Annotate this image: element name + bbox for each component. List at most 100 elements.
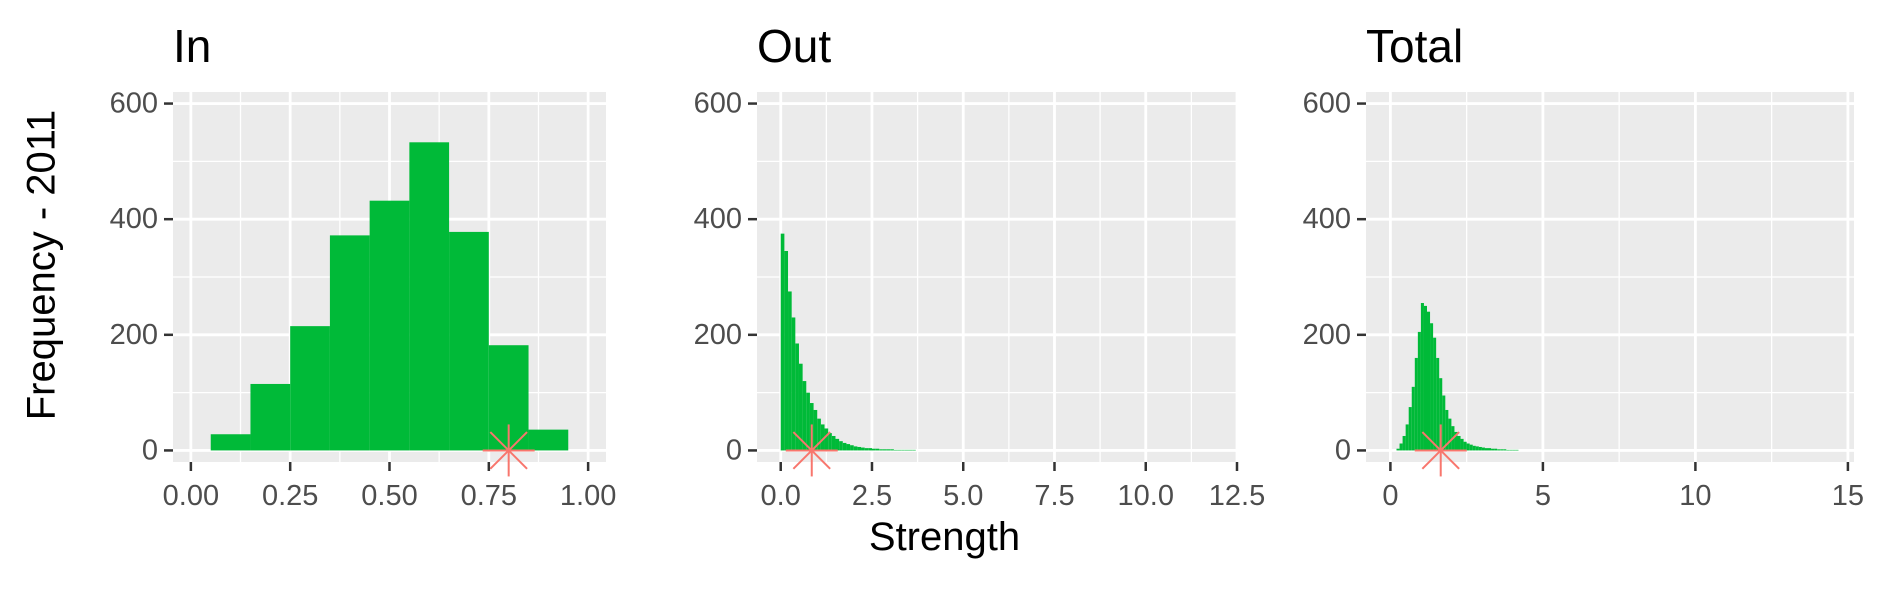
histogram-bar [1408,407,1412,451]
y-tick-label: 200 [1303,319,1351,351]
x-tick-label: 5 [1535,480,1551,512]
y-tick-label: 0 [1335,434,1351,466]
histogram-bar [1411,386,1415,451]
histogram-bar [1396,448,1400,451]
histogram-bar [882,449,887,451]
x-tick-label: 0.75 [461,480,517,512]
x-tick-label: 15 [1832,480,1864,512]
histogram-bar [879,449,883,451]
histogram-bar [250,383,291,451]
histogram-bar [908,449,913,451]
histogram-bar [853,446,858,451]
panel-in: In 0 200 400 600 0.00 0.25 0.50 0.75 1.00 [110,20,617,512]
histogram-bar [897,449,902,451]
histogram-bar [806,392,810,451]
histogram-bar [904,449,909,451]
histogram-bar [210,434,251,451]
histogram-bar [850,445,854,451]
y-tick-label: 400 [1303,203,1351,235]
asterisk-marker [1421,431,1460,470]
histogram-bar [1460,438,1464,451]
y-tick-label: 400 [110,203,158,235]
histogram-bar [1436,357,1440,451]
histogram-bar [1402,435,1406,451]
histogram-bar [857,446,862,451]
histogram-bar [1500,449,1504,451]
histogram-bar [1417,331,1421,451]
panel-title: Out [757,20,831,72]
histogram-bar [1399,443,1403,451]
x-tick-label: 1.00 [560,480,616,512]
histogram-bar [861,447,865,451]
x-tick-label: 0.50 [361,480,417,512]
histogram-bar [1430,323,1434,451]
histogram-bar [1423,305,1427,451]
histogram-bar [1454,431,1458,451]
histogram-bar [329,235,370,451]
histogram-bar [1509,449,1513,451]
histogram-bar [1488,448,1492,451]
histogram-bar [824,428,829,451]
histogram-bar [780,233,785,451]
y-axis-label: Frequency - 2011 [19,109,64,421]
histogram-bar [890,449,894,451]
histogram-bar [1427,311,1431,451]
histogram-bar [791,317,796,451]
histogram-bar [1420,303,1424,451]
y-tick-label: 0 [726,434,742,466]
histogram-bar [1414,357,1418,451]
histogram-bar [784,250,789,451]
histogram-bar [290,326,330,451]
x-tick-label: 12.5 [1209,480,1265,512]
y-tick-label: 600 [110,88,158,120]
x-tick-label: 0.00 [163,480,219,512]
histogram-bar [1405,424,1409,451]
histogram-bar [868,448,872,451]
histogram-bar [1457,435,1461,451]
histogram-bar [1475,446,1479,451]
histogram-bar [1506,449,1510,451]
histogram-bar [839,441,843,451]
x-tick-label: 10 [1679,480,1711,512]
histogram-bar [1503,449,1507,451]
histogram-bar [1466,443,1470,451]
histogram-bar [886,449,891,451]
histogram-bar [820,424,825,451]
histogram-bar [1494,448,1498,451]
x-axis-label: Strength [868,515,1021,559]
histogram-bar [409,142,450,451]
histogram-bar [788,291,792,451]
asterisk-marker [489,431,528,470]
histogram-bar [802,381,807,451]
histogram-bar [1469,444,1473,451]
histogram-bar [1448,418,1452,451]
panel-title: In [173,20,211,72]
y-tick-label: 600 [694,88,742,120]
histogram-bar [893,449,898,451]
x-tick-label: 10.0 [1118,480,1174,512]
histogram-bar [875,448,880,451]
x-tick-label: 0.0 [761,480,801,512]
x-tick-label: 5.0 [943,480,983,512]
histogram-bar [795,343,799,451]
histogram-bar [835,438,840,451]
histogram-bar [813,409,818,451]
panel-out: Out 0 200 400 600 0.0 2.5 5.0 7.5 10.0 12.5 [694,20,1266,512]
histogram-bar [846,444,851,451]
histogram-bar [864,448,869,451]
histogram-bar [828,433,832,451]
histogram-bar [1433,337,1437,451]
histogram-bar [1497,449,1501,451]
y-axis-label-wrap: Frequency - 2011 [12,60,72,470]
x-tick-label: 7.5 [1034,480,1074,512]
x-tick-label: 0 [1382,480,1398,512]
asterisk-marker [792,431,831,470]
histogram-bar [1481,447,1485,451]
histogram-bar [1463,441,1467,451]
y-tick-label: 600 [1303,88,1351,120]
x-tick-label: 0.25 [262,480,318,512]
histogram-bar [1484,448,1488,451]
histogram-bar [1512,449,1516,451]
